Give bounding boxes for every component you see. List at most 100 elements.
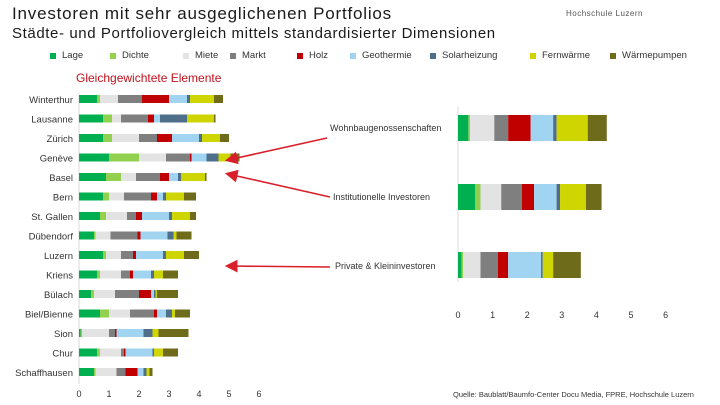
bar-segment xyxy=(112,114,121,123)
x-tick-label: 1 xyxy=(490,310,495,320)
bar-segment xyxy=(191,153,207,162)
bar-segment xyxy=(95,231,111,240)
bar-segment xyxy=(133,270,151,279)
legend-swatch xyxy=(610,52,616,59)
bar-segment xyxy=(143,329,153,337)
bar-segment xyxy=(480,252,498,278)
x-tick-label: 5 xyxy=(226,389,231,399)
bar-segment xyxy=(151,270,154,279)
bar-segment xyxy=(152,329,159,337)
bar-segment xyxy=(470,115,495,141)
bar-segment xyxy=(124,192,151,201)
bar-segment xyxy=(136,251,163,259)
bar-segment xyxy=(163,251,166,259)
bar-segment xyxy=(154,348,163,357)
bar-segment xyxy=(187,114,214,123)
bar-segment xyxy=(137,368,144,376)
bar-segment xyxy=(163,270,178,279)
x-tick-label: 6 xyxy=(256,389,261,399)
bar-segment xyxy=(218,153,231,162)
bar-segment xyxy=(79,134,103,142)
bar-segment xyxy=(121,173,136,181)
bar-segment xyxy=(103,134,112,142)
bar-segment xyxy=(206,153,219,162)
bar-segment xyxy=(157,290,178,298)
bar-segment xyxy=(79,95,97,103)
x-tick-label: 2 xyxy=(525,310,530,320)
bar-segment xyxy=(178,173,181,181)
bar-segment xyxy=(172,212,190,220)
bar-segment xyxy=(205,173,207,181)
bar-segment xyxy=(151,290,154,298)
page-title: Investoren mit sehr ausgeglichenen Portf… xyxy=(12,4,392,23)
bar-segment xyxy=(154,270,163,279)
bar-segment xyxy=(116,368,126,376)
x-tick-label: 2 xyxy=(136,389,141,399)
x-tick-label: 3 xyxy=(559,310,564,320)
bar-segment xyxy=(587,115,607,141)
bar-segment xyxy=(158,329,189,337)
bar-segment xyxy=(137,231,141,240)
bar-segment xyxy=(79,270,97,279)
bar-segment xyxy=(508,252,542,278)
bar-segment xyxy=(163,348,178,357)
bar-segment xyxy=(140,231,168,240)
bar-segment xyxy=(103,192,109,201)
bar-segment xyxy=(109,192,124,201)
category-label: Sion xyxy=(54,329,73,340)
bar-segment xyxy=(79,251,103,259)
bar-segment xyxy=(461,252,464,278)
bar-segment xyxy=(160,173,169,181)
x-tick-label: 5 xyxy=(628,310,633,320)
bar-segment xyxy=(181,173,205,181)
legend-label: Solarheizung xyxy=(442,50,498,61)
bar-segment xyxy=(79,368,94,376)
bar-segment xyxy=(121,251,133,259)
bar-segment xyxy=(494,115,509,141)
bar-segment xyxy=(160,114,187,123)
bar-segment xyxy=(149,368,153,376)
category-label: Genève xyxy=(40,154,73,165)
chart-legend: Lage Dichte Miete Markt Holz Geothermie Solarh… xyxy=(50,50,710,64)
pointer-arrow xyxy=(224,169,331,198)
legend-label: Geothermie xyxy=(362,50,412,61)
bar-segment xyxy=(146,368,150,376)
bar-segment xyxy=(79,309,100,318)
category-label: Dübendorf xyxy=(29,232,74,243)
legend-swatch xyxy=(350,52,356,59)
bar-segment xyxy=(133,251,136,259)
legend-swatch xyxy=(230,52,236,59)
bar-segment xyxy=(475,184,481,210)
bar-segment xyxy=(100,95,118,103)
bar-segment xyxy=(190,95,214,103)
bar-segment xyxy=(100,212,106,220)
bar-segment xyxy=(169,212,172,220)
legend-item: Holz xyxy=(297,50,328,61)
x-tick-label: 0 xyxy=(76,389,81,399)
bar-segment xyxy=(109,309,130,318)
bar-segment xyxy=(79,290,91,298)
legend-item: Dichte xyxy=(110,50,149,61)
investor-label: Private & Kleininvestoren xyxy=(335,261,436,271)
legend-swatch xyxy=(183,52,189,59)
category-label: Schaffhausen xyxy=(15,368,73,379)
legend-swatch xyxy=(50,52,56,59)
x-tick-label: 6 xyxy=(663,310,668,320)
bar-segment xyxy=(199,134,202,142)
legend-swatch xyxy=(530,52,536,59)
bar-segment xyxy=(91,290,94,298)
bar-segment xyxy=(109,153,139,162)
pointer-arrow xyxy=(224,137,328,165)
bar-segment xyxy=(130,309,154,318)
legend-item: Fernwärme xyxy=(530,50,590,61)
bar-segment xyxy=(116,329,144,337)
bar-segment xyxy=(508,115,531,141)
bar-segment xyxy=(79,192,103,201)
legend-swatch xyxy=(430,52,436,59)
bar-segment xyxy=(560,184,587,210)
bar-segment xyxy=(136,212,142,220)
bar-segment xyxy=(155,290,157,298)
bar-segment xyxy=(100,270,121,279)
bar-segment xyxy=(175,309,190,318)
bar-segment xyxy=(142,95,169,103)
